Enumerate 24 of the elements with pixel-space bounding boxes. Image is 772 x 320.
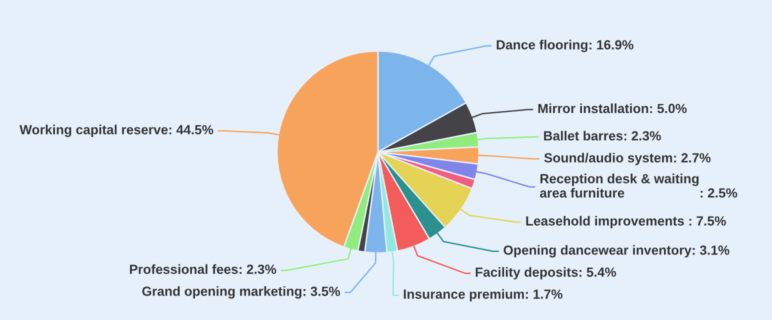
slice-label: Reception desk & waiting area furniture <box>540 174 699 198</box>
data-label: : 16.9% <box>590 40 634 50</box>
data-label: : 3.5% <box>304 286 340 296</box>
data-label: : 2.7% <box>674 153 711 162</box>
slice-label: Facility deposits <box>476 267 578 280</box>
slice-label: Dance flooring <box>496 40 588 52</box>
data-label: : 3.1% <box>692 246 730 255</box>
slice-label: Professional fees <box>130 264 238 274</box>
slice-label: Mirror installation <box>538 103 648 114</box>
data-label: : 7.5% <box>689 216 726 226</box>
slice-label: Opening dancewear inventory <box>504 245 692 258</box>
slice-label: Sound/audio system <box>544 152 672 166</box>
slice-label: Ballet barres <box>544 130 623 141</box>
data-label: : 5.0% <box>650 104 687 114</box>
slice-label: Working capital reserve <box>20 124 168 138</box>
slice-label: Insurance premium <box>404 289 524 302</box>
data-label: : 5.4% <box>580 268 616 277</box>
data-label: : 2.3% <box>624 131 661 141</box>
data-label: : 2.3% <box>240 264 276 274</box>
data-label: : 1.7% <box>526 290 562 299</box>
slice-label: Grand opening marketing <box>142 286 302 299</box>
data-label: : 2.5% <box>700 188 738 198</box>
data-label: : 44.5% <box>169 125 214 134</box>
slice-label: Leasehold improvements <box>526 216 684 228</box>
